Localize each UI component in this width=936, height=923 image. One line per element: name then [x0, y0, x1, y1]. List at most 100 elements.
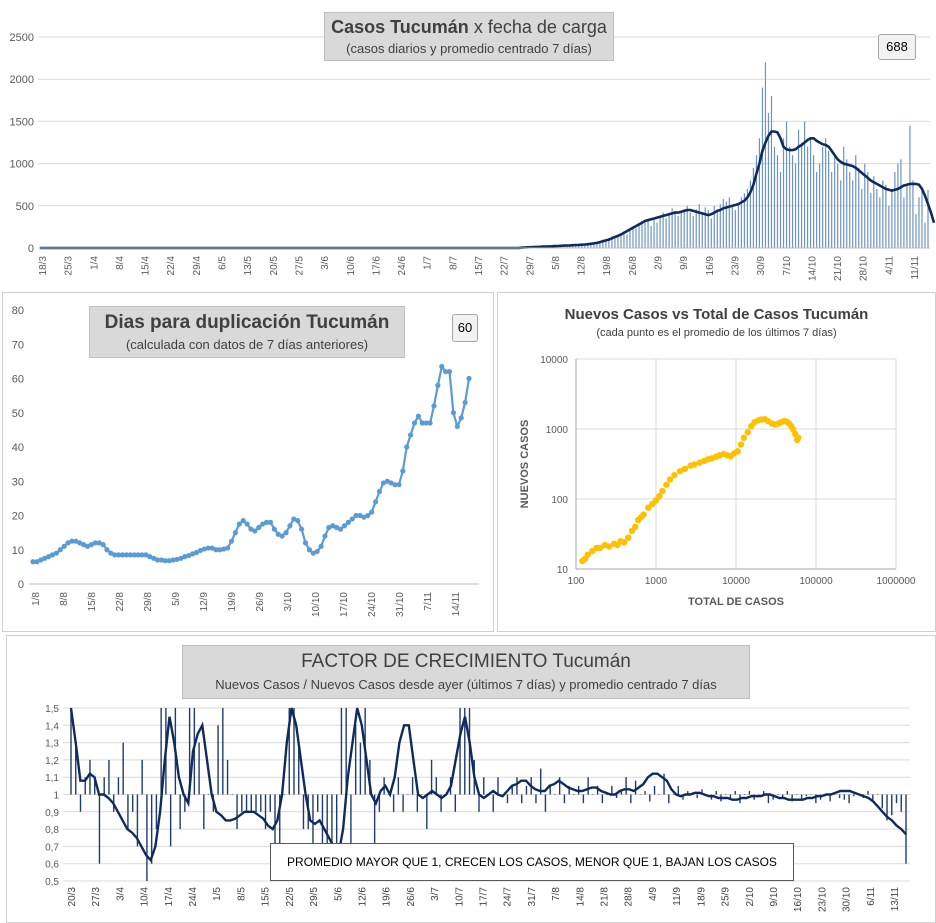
casos-daily-bar	[740, 197, 742, 248]
casos-daily-bar	[876, 188, 878, 248]
duplicacion-x-tick-label: 24/10	[367, 592, 378, 617]
duplicacion-y-tick-label: 0	[18, 579, 24, 591]
casos-daily-bar	[659, 215, 661, 248]
casos-daily-bar	[617, 235, 619, 248]
factor-daily-bar	[843, 794, 846, 800]
casos-chart-title-box: Casos Tucumán x fecha de carga (casos di…	[324, 12, 614, 61]
duplicacion-point	[42, 555, 48, 561]
duplicacion-point	[73, 538, 79, 544]
factor-daily-bar	[169, 794, 172, 847]
factor-daily-bar	[606, 794, 608, 795]
factor-daily-bar	[649, 794, 651, 802]
factor-x-tick-label: 24/7	[503, 887, 514, 907]
factor-x-tick-label: 24/4	[188, 887, 199, 907]
casos-daily-bar	[563, 246, 565, 248]
factor-daily-bar	[203, 794, 205, 830]
factor-daily-bar	[777, 794, 779, 795]
factor-daily-bar	[321, 794, 324, 864]
factor-daily-bar	[867, 791, 869, 795]
casos-daily-bar	[743, 193, 745, 248]
duplicacion-point	[143, 552, 149, 558]
duplicacion-point	[174, 556, 180, 562]
duplicacion-point	[49, 552, 56, 558]
factor-daily-bar	[188, 708, 191, 795]
factor-daily-bar	[79, 794, 82, 812]
duplicacion-point	[225, 545, 231, 551]
casos-x-tick-label: 16/9	[705, 256, 716, 276]
factor-daily-bar	[136, 794, 139, 847]
factor-daily-bar	[781, 794, 784, 798]
casos-daily-bar	[737, 204, 739, 248]
casos-x-tick-label: 11/11	[910, 256, 921, 280]
factor-daily-bar	[264, 794, 267, 830]
factor-daily-bar	[426, 794, 428, 830]
casos-daily-bar	[686, 205, 688, 248]
casos-daily-bar	[704, 207, 706, 248]
duplicacion-point	[330, 523, 336, 529]
casos-x-tick-label: 6/5	[218, 256, 229, 270]
casos-x-tick-label: 18/3	[38, 256, 49, 276]
duplicacion-point	[318, 543, 324, 549]
casos-daily-bar	[779, 172, 782, 248]
casos-x-tick-label: 1/7	[423, 256, 434, 270]
factor-daily-bar	[150, 794, 153, 864]
casos-daily-bar	[605, 240, 607, 248]
factor-x-tick-label: 6/11	[866, 887, 877, 906]
casos-daily-bar	[569, 245, 571, 248]
casos-daily-bar	[834, 155, 836, 248]
factor-x-tick-label: 25/9	[721, 887, 732, 907]
factor-daily-bar	[478, 794, 480, 812]
duplicacion-point	[283, 530, 289, 536]
duplicacion-point	[69, 538, 75, 544]
duplicacion-x-tick-label: 8/8	[59, 592, 70, 606]
duplicacion-point	[116, 552, 122, 558]
casos-y-tick-label: 2500	[10, 32, 34, 44]
factor-x-tick-label: 26/6	[406, 887, 417, 907]
factor-daily-bar	[350, 794, 352, 847]
casos-x-tick-label: 15/4	[141, 256, 152, 276]
duplicacion-last-value-badge: 60	[452, 314, 478, 342]
casos-daily-bar	[584, 243, 586, 248]
duplicacion-point	[61, 543, 67, 549]
duplicacion-point	[147, 554, 153, 560]
casos-daily-bar	[710, 218, 712, 248]
casos-daily-bar	[725, 201, 727, 248]
duplicacion-point	[279, 533, 285, 539]
casos-daily-bar	[701, 214, 703, 248]
factor-daily-bar	[672, 794, 675, 795]
duplicacion-point	[427, 420, 433, 426]
duplicacion-point	[361, 514, 367, 520]
casos-x-tick-label: 29/7	[525, 256, 536, 276]
casos-x-tick-label: 25/3	[64, 256, 75, 276]
scatter-point	[676, 467, 684, 475]
duplicacion-point	[92, 540, 98, 546]
casos-daily-bar	[822, 146, 824, 248]
duplicacion-point	[443, 369, 449, 375]
factor-daily-bar	[416, 794, 419, 812]
casos-daily-bar	[641, 220, 643, 248]
casos-daily-bar	[626, 234, 628, 248]
duplicacion-point	[260, 521, 266, 527]
duplicacion-point	[77, 540, 83, 546]
factor-daily-bar	[900, 794, 902, 812]
casos-daily-bar	[650, 226, 652, 248]
factor-daily-bar	[743, 794, 746, 795]
factor-daily-bar	[511, 785, 513, 795]
casos-daily-bar	[840, 180, 842, 248]
factor-x-tick-label: 18/9	[696, 887, 707, 907]
factor-daily-bar	[492, 794, 494, 812]
factor-daily-bar	[800, 794, 803, 800]
casos-x-tick-label: 29/4	[192, 256, 203, 276]
casos-daily-bar	[900, 159, 902, 248]
factor-daily-bar	[853, 794, 855, 797]
duplicacion-x-tick-label: 29/8	[143, 592, 154, 612]
casos-daily-bar	[858, 167, 860, 248]
duplicacion-point	[466, 375, 472, 382]
casos-x-tick-label: 8/4	[115, 256, 126, 270]
casos-x-tick-label: 8/7	[448, 256, 459, 270]
duplicacion-point	[205, 545, 211, 551]
duplicacion-point	[302, 540, 309, 546]
casos-daily-bar	[803, 121, 806, 248]
casos-x-tick-label: 1/4	[89, 256, 100, 270]
duplicacion-y-tick-label: 70	[12, 339, 24, 351]
